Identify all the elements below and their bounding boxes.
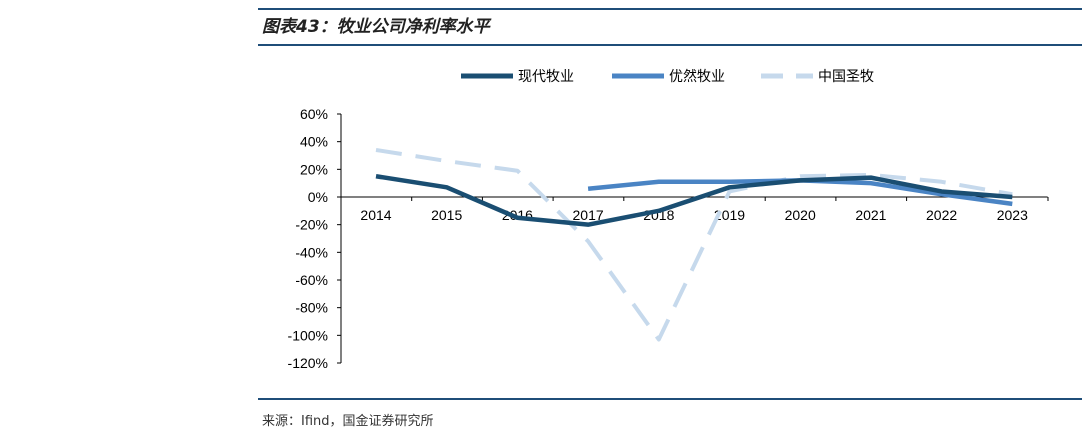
axes: 60% 40% 20% 0% -20% -40% -60% -80% -100% -120% 201…: [288, 106, 1049, 371]
y-tick-label: 20%: [300, 161, 328, 177]
bottom-rule: [258, 398, 1082, 400]
y-tick-label: 40%: [300, 134, 328, 150]
chart-title: 图表43：牧业公司净利率水平: [262, 17, 490, 37]
y-tick-label: -120%: [288, 355, 328, 371]
legend-label: 中国圣牧: [818, 68, 874, 84]
series-line-现代牧业: [375, 174, 1013, 227]
y-tick-label: -40%: [295, 244, 328, 260]
x-tick-label: 2020: [785, 207, 816, 223]
y-tick-label: 0%: [308, 189, 328, 205]
x-tick-label: 2014: [360, 207, 391, 223]
x-tick-label: 2021: [855, 207, 886, 223]
series-line-中国圣牧: [375, 147, 1013, 342]
legend: 现代牧业 优然牧业 中国圣牧: [461, 68, 874, 84]
x-tick-label: 2017: [573, 207, 604, 223]
y-tick-label: -100%: [288, 327, 328, 343]
x-tick-label: 2015: [431, 207, 462, 223]
x-tick-label: 2022: [926, 207, 957, 223]
legend-label: 优然牧业: [669, 68, 725, 84]
y-tick-label: -80%: [295, 300, 328, 316]
top-rule: [258, 8, 1082, 10]
title-rule: [258, 44, 1082, 46]
y-tick-label: -20%: [295, 217, 328, 233]
y-tick-label: 60%: [300, 106, 328, 122]
legend-label: 现代牧业: [518, 68, 574, 84]
series-lines: [375, 147, 1013, 342]
x-tick-label: 2019: [714, 207, 745, 223]
source-note: 来源：Ifind，国金证券研究所: [262, 414, 434, 429]
x-tick-label: 2023: [997, 207, 1028, 223]
y-tick-label: -60%: [295, 272, 328, 288]
